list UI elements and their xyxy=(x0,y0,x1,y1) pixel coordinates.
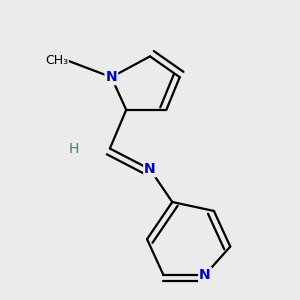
Text: N: N xyxy=(144,162,156,176)
Text: CH₃: CH₃ xyxy=(45,54,68,67)
Text: H: H xyxy=(69,142,80,155)
Text: N: N xyxy=(106,70,117,84)
Text: N: N xyxy=(199,268,211,282)
